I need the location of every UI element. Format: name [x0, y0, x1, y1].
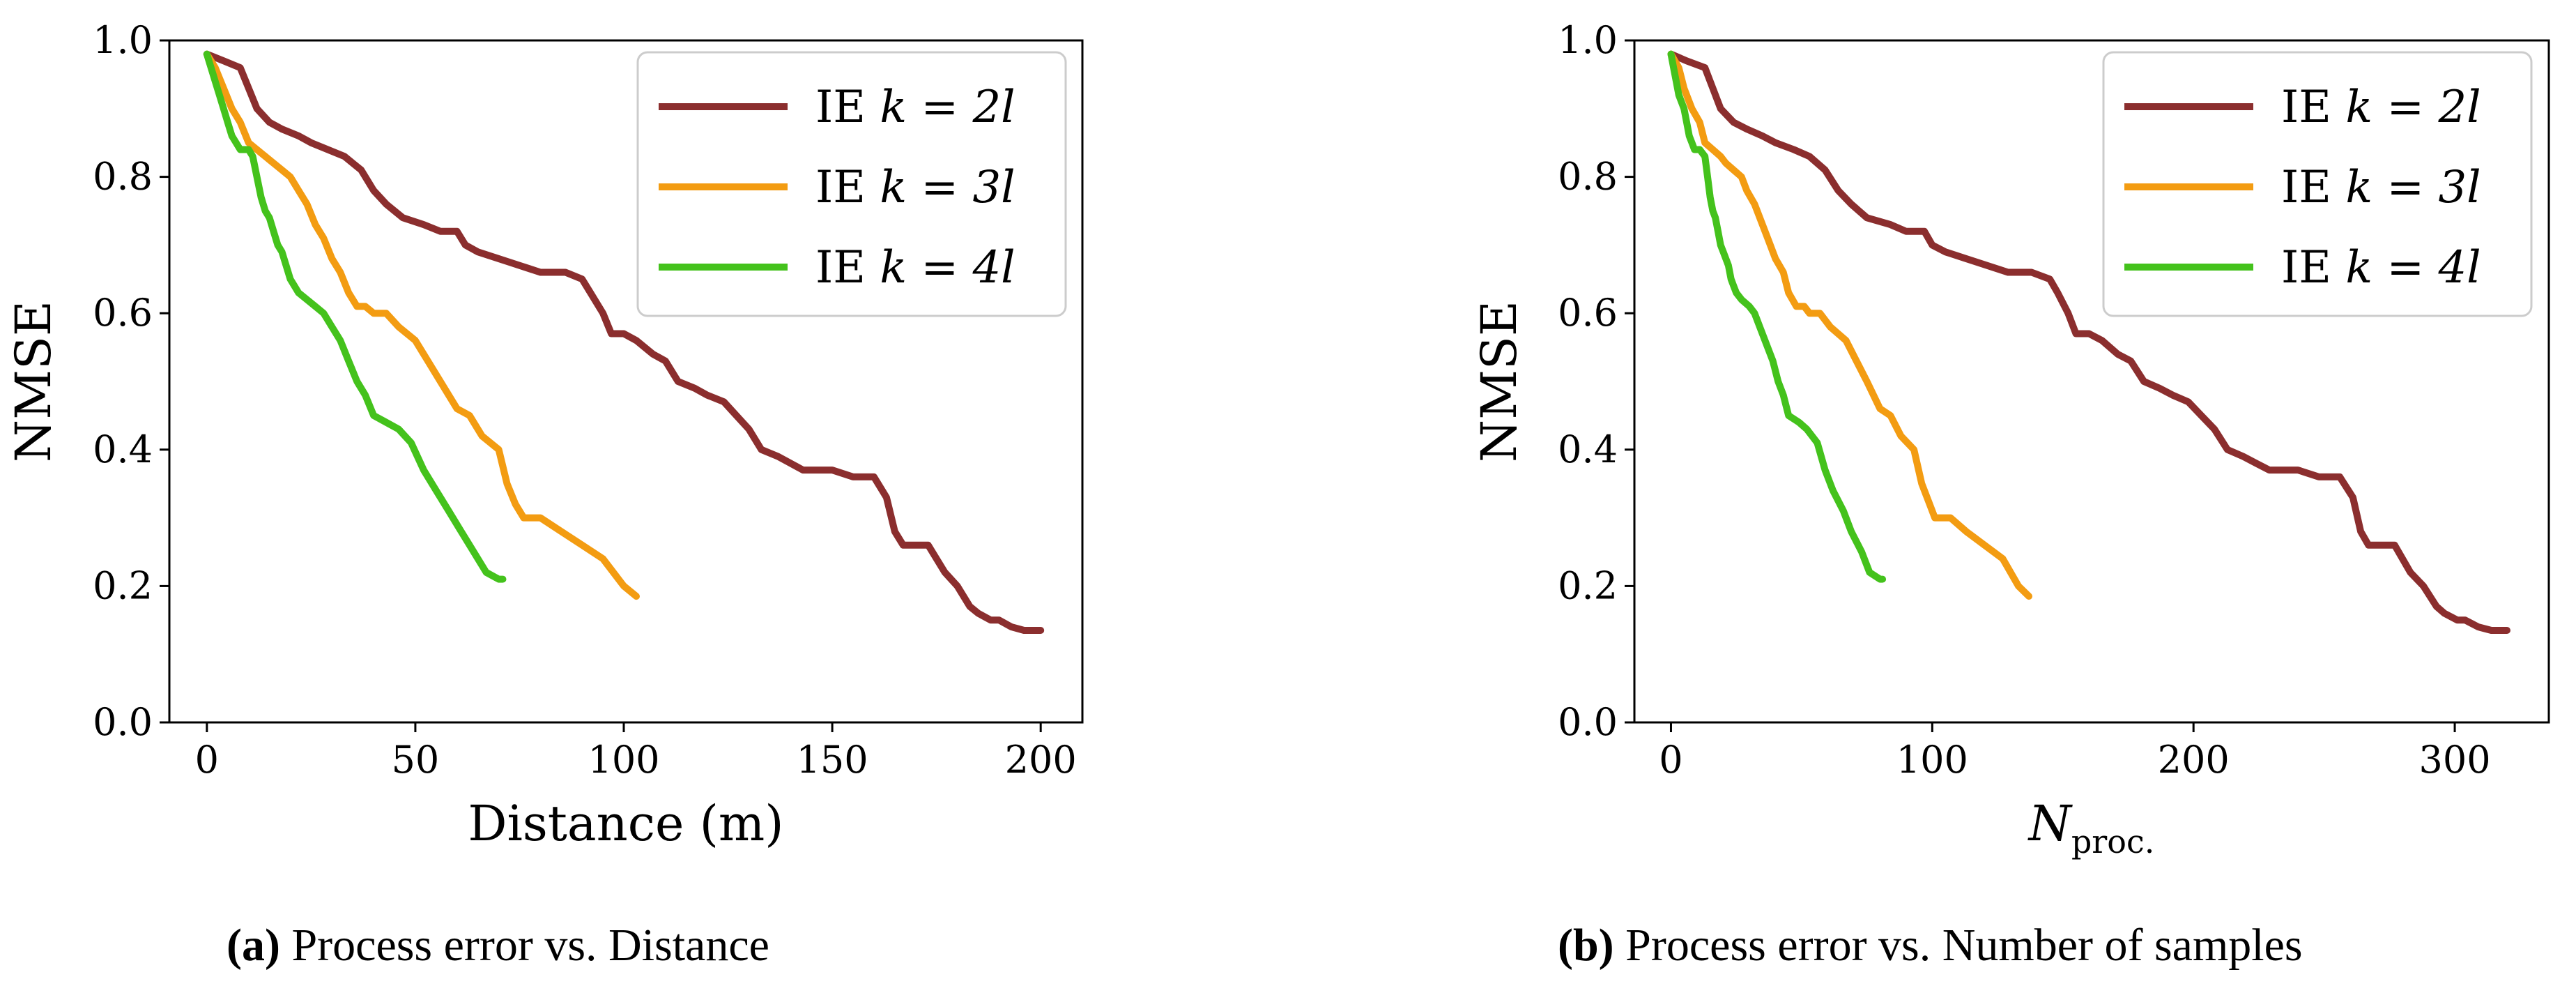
legend-label-math-a-3: k = 4l: [880, 242, 1015, 294]
legend-label-math-a-1: k = 2l: [880, 82, 1015, 133]
y-tick-label-b-5: 1.0: [1558, 18, 1618, 62]
caption-a-text: Process error vs. Distance: [291, 920, 769, 971]
y-tick-label-a-4: 0.8: [93, 155, 153, 199]
legend-label-a-1: IE k = 2l: [815, 82, 1015, 133]
legend-label-math-b-2: k = 3l: [2345, 162, 2481, 213]
y-axis-label-b: NMSE: [1471, 301, 1528, 462]
series-line-b-1: [1667, 50, 2510, 634]
legend-label-prefix-b-3: IE: [2281, 242, 2345, 294]
legend-label-a-2: IE k = 3l: [815, 162, 1015, 213]
y-tick-label-a-1: 0.2: [93, 563, 153, 607]
series-line-b-2: [1667, 50, 2032, 600]
y-tick-label-b-4: 0.8: [1558, 155, 1618, 199]
y-tick-label-b-2: 0.4: [1558, 427, 1618, 471]
series-line-a-2: [203, 50, 640, 600]
y-tick-label-a-2: 0.4: [93, 427, 153, 471]
plot-frame-b: [1633, 39, 2550, 724]
legend-label-prefix-b-1: IE: [2281, 82, 2345, 133]
caption-b-tag: (b): [1558, 920, 1614, 971]
legend-label-math-b-1: k = 2l: [2345, 82, 2481, 133]
x-tick-label-a-0: 0: [195, 738, 219, 782]
panel-b: 0.0 0.2 0.4 0.6 0.8 1.0 0 100 200 300 NMSE Nproc. IE…: [1471, 18, 2550, 860]
legend-label-b-2: IE k = 3l: [2281, 162, 2481, 213]
legend-label-prefix-a-1: IE: [815, 82, 880, 133]
series-line-a-1: [203, 50, 1045, 634]
legend-label-b-1: IE k = 2l: [2281, 82, 2481, 133]
x-axis-label-b: Nproc.: [2027, 795, 2155, 860]
legend-label-math-a-2: k = 3l: [880, 162, 1015, 213]
x-tick-label-a-4: 200: [1005, 738, 1077, 782]
legend-label-prefix-a-3: IE: [815, 242, 880, 294]
x-tick-label-b-3: 300: [2419, 738, 2491, 782]
caption-a-tag: (a): [227, 920, 280, 971]
y-tick-label-a-0: 0.0: [93, 700, 153, 744]
x-axis-label-a: Distance (m): [468, 795, 783, 852]
y-tick-label-a-3: 0.6: [93, 291, 153, 335]
legend-box-b: [2102, 51, 2533, 317]
x-tick-label-b-0: 0: [1659, 738, 1682, 782]
plot-frame-a: [168, 39, 1084, 724]
legend-label-prefix-a-2: IE: [815, 162, 880, 213]
y-tick-label-b-1: 0.2: [1558, 563, 1618, 607]
x-axis-label-main-b: N: [2027, 795, 2073, 852]
x-tick-label-a-1: 50: [392, 738, 440, 782]
legend-box-a: [636, 51, 1067, 317]
y-axis-label-a: NMSE: [5, 301, 62, 462]
y-tick-label-b-0: 0.0: [1558, 700, 1618, 744]
legend-label-a-3: IE k = 4l: [815, 242, 1015, 294]
caption-a: (a) Process error vs. Distance: [227, 919, 769, 972]
y-tick-label-a-5: 1.0: [93, 18, 153, 62]
panel-a: 0.0 0.2 0.4 0.6 0.8 1.0 0 50 100 150 200 NMSE Distan…: [5, 18, 1084, 852]
x-tick-label-a-3: 150: [797, 738, 868, 782]
series-line-b-3: [1667, 50, 1887, 583]
x-tick-label-b-2: 200: [2158, 738, 2230, 782]
legend-label-prefix-b-2: IE: [2281, 162, 2345, 213]
y-tick-label-b-3: 0.6: [1558, 291, 1618, 335]
legend-label-math-b-3: k = 4l: [2345, 242, 2481, 294]
series-line-a-3: [203, 50, 507, 583]
x-axis-label-sub-b: proc.: [2071, 823, 2155, 860]
caption-b: (b) Process error vs. Number of samples: [1558, 919, 2303, 972]
legend-label-b-3: IE k = 4l: [2281, 242, 2481, 294]
caption-b-text: Process error vs. Number of samples: [1625, 920, 2303, 971]
x-tick-label-a-2: 100: [588, 738, 659, 782]
x-tick-label-b-1: 100: [1896, 738, 1968, 782]
